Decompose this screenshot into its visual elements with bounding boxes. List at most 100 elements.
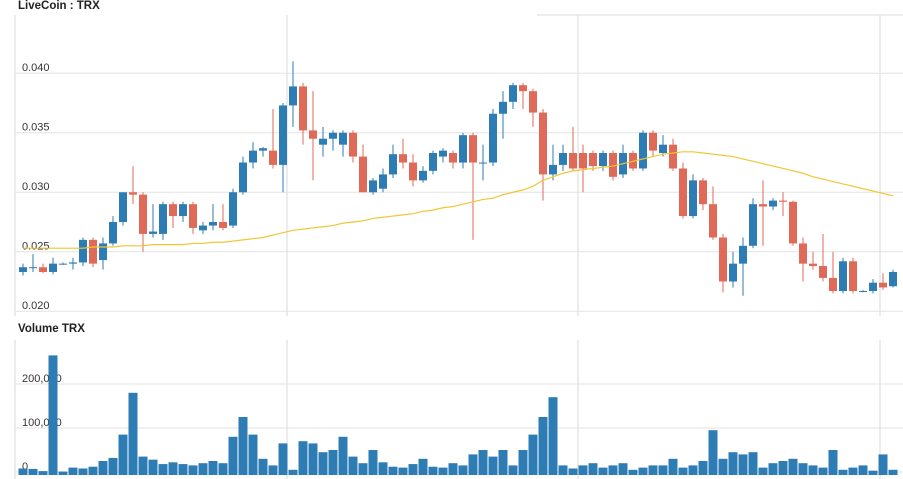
volume-bar (848, 467, 858, 475)
volume-bar (308, 443, 318, 475)
volume-bar (238, 417, 248, 475)
candle-body (579, 153, 587, 169)
candle-body (609, 153, 617, 177)
volume-bar (68, 467, 78, 475)
candle-body (149, 231, 157, 234)
volume-bar (718, 458, 728, 475)
volume-bar (188, 465, 198, 475)
candle-body (439, 150, 447, 157)
volume-bar (388, 466, 398, 475)
candle-body (89, 239, 97, 264)
volume-bar (348, 456, 358, 475)
candle-body (529, 91, 537, 113)
volume-bar (748, 452, 758, 475)
candle-body (339, 132, 347, 145)
volume-bar (468, 454, 478, 475)
candle-body (669, 144, 677, 169)
candle-body (359, 156, 367, 193)
volume-bar (838, 469, 848, 475)
volume-bar (378, 462, 388, 475)
candle-body (129, 192, 137, 195)
candle-body (489, 113, 497, 163)
candle-body (839, 261, 847, 292)
candle-body (69, 262, 77, 264)
volume-bar (268, 465, 278, 475)
candle-body (799, 243, 807, 264)
y-tick-label: 0.025 (22, 241, 50, 253)
candle-body (419, 170, 427, 181)
candle-body (109, 222, 117, 244)
volume-bar (638, 467, 648, 475)
candle-body (389, 154, 397, 175)
candle-body (809, 263, 817, 267)
volume-bar (88, 466, 98, 475)
volume-bar (288, 469, 298, 475)
candle-body (469, 135, 477, 163)
volume-bar (28, 468, 38, 475)
volume-bar (148, 459, 158, 475)
volume-bar (788, 458, 798, 475)
volume-bar (338, 436, 348, 475)
volume-bar (538, 417, 548, 475)
volume-bar (118, 434, 128, 475)
candle-body (299, 86, 307, 131)
candle-body (269, 150, 277, 165)
volume-bar (478, 450, 488, 475)
candle-body (239, 162, 247, 193)
volume-bar (128, 392, 138, 475)
candle-body (229, 192, 237, 226)
volume-bar (488, 456, 498, 475)
candle-body (859, 291, 867, 293)
volume-bar (648, 465, 658, 475)
volume-bar (888, 469, 898, 475)
volume-bar (138, 456, 148, 475)
volume-bar (668, 458, 678, 475)
candle-body (219, 222, 227, 228)
volume-bar (228, 436, 238, 475)
candle-body (399, 154, 407, 163)
candle-body (539, 112, 547, 175)
candle-body (409, 162, 417, 181)
candle-body (199, 225, 207, 231)
volume-bar (98, 461, 108, 475)
candle-body (179, 204, 187, 217)
candle-body (79, 239, 87, 263)
volume-bar (298, 441, 308, 475)
candle-body (759, 204, 767, 207)
candle-body (449, 153, 457, 163)
candle-body (679, 168, 687, 217)
volume-bar (828, 450, 838, 475)
volume-bar (38, 471, 48, 475)
candle-body (879, 282, 887, 288)
candle-body (569, 153, 577, 169)
candle-body (39, 267, 47, 272)
candle-body (649, 132, 657, 151)
candle-body (99, 243, 107, 261)
candle-body (429, 153, 437, 171)
volume-bar (318, 452, 328, 475)
volume-bar (408, 464, 418, 475)
y-tick-label: 0.040 (22, 62, 50, 74)
candle-body (719, 237, 727, 282)
candle-body (189, 204, 197, 228)
volume-bar (658, 465, 668, 475)
candle-body (249, 150, 257, 163)
volume-bar (588, 463, 598, 475)
volume-bar (358, 463, 368, 475)
volume-bar (418, 458, 428, 475)
candle-body (159, 204, 167, 234)
volume-bar (778, 461, 788, 475)
volume-bar (798, 463, 808, 475)
volume-bar (758, 467, 768, 475)
candle-body (849, 261, 857, 292)
volume-bar (258, 458, 268, 475)
volume-bar (58, 471, 68, 475)
volume-bar (628, 469, 638, 475)
candle-body (309, 130, 317, 139)
candle-body (479, 162, 487, 164)
volume-bar (498, 450, 508, 475)
candle-body (769, 200, 777, 207)
candle-body (349, 132, 357, 157)
candle-body (19, 267, 27, 272)
